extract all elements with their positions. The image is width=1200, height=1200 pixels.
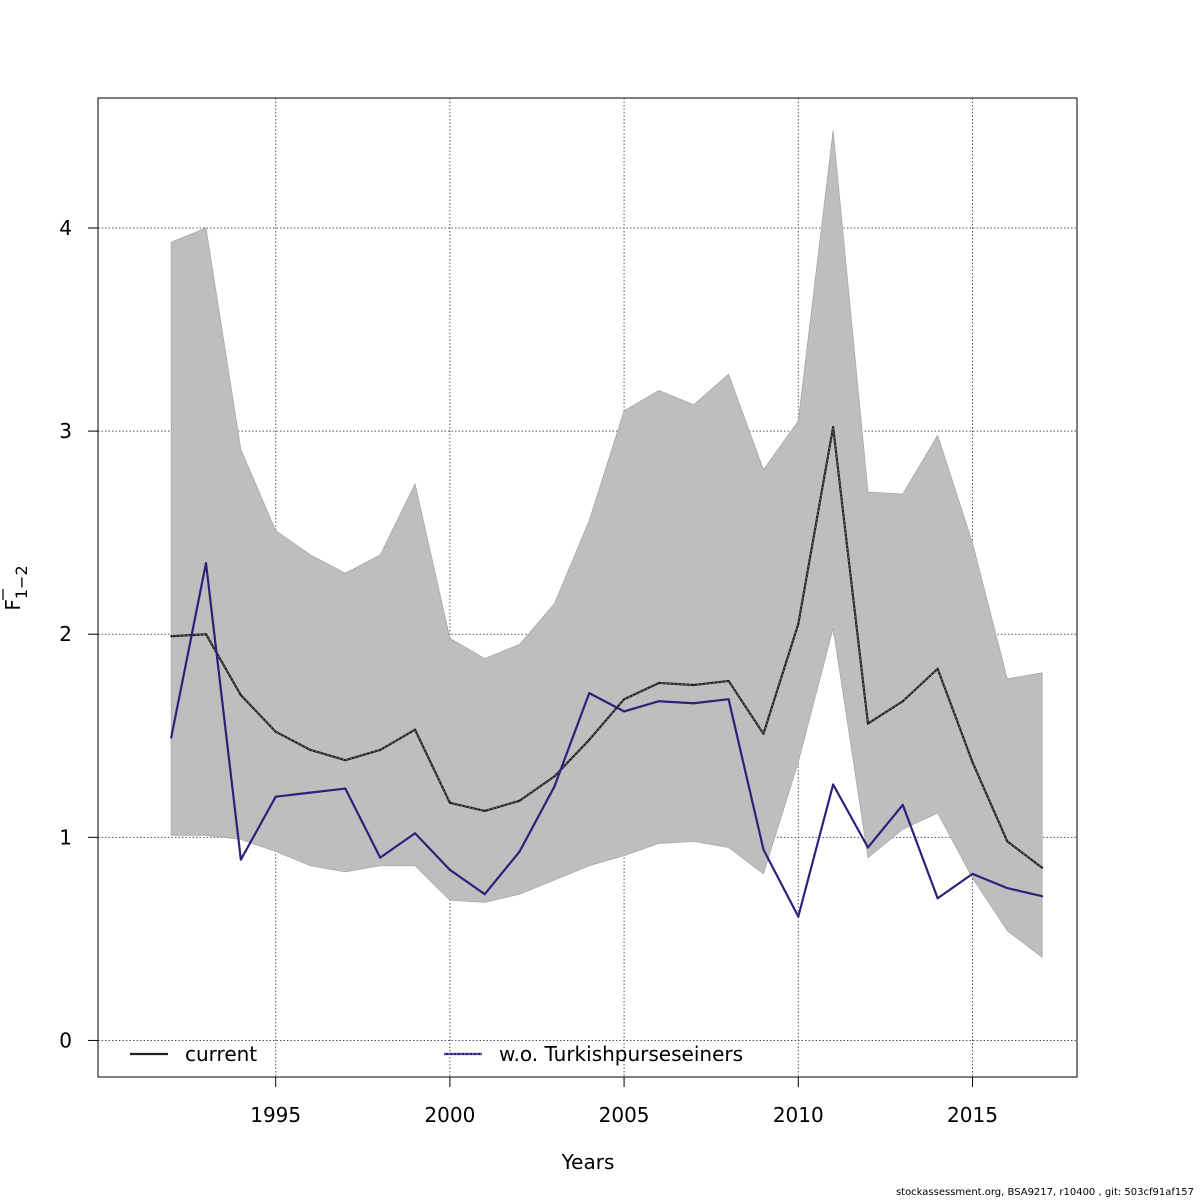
series-0-point	[727, 679, 730, 682]
x-tick-label: 2005	[599, 1103, 650, 1127]
series-1-point	[205, 562, 208, 565]
series-1-point	[309, 791, 312, 794]
series-0-point	[936, 667, 939, 670]
series-0-point	[379, 748, 382, 751]
series-1-point	[727, 698, 730, 701]
confidence-band-group	[170, 130, 1043, 958]
y-axis-title-main: F	[1, 599, 25, 611]
confidence-band	[170, 130, 1043, 958]
series-1-point	[1006, 887, 1009, 890]
series-0-point	[239, 694, 242, 697]
series-1-point	[901, 803, 904, 806]
series-1-point	[866, 846, 869, 849]
series-line-1	[170, 562, 1043, 918]
series-0-point	[448, 801, 451, 804]
x-tick-label: 2015	[947, 1103, 998, 1127]
footer-note: stockassessment.org, BSA9217, r10400 , g…	[895, 1187, 1194, 1198]
series-group	[170, 425, 1044, 918]
series-1-point	[483, 893, 486, 896]
series-0-point	[414, 728, 417, 731]
series-1-point	[971, 872, 974, 875]
series-0-point	[518, 799, 521, 802]
series-0-point	[553, 775, 556, 778]
series-0-point	[588, 738, 591, 741]
series-0-point	[901, 700, 904, 703]
series-0-point	[170, 635, 173, 638]
series-0-point	[762, 732, 765, 735]
series-1-point	[1041, 895, 1044, 898]
legend-label-1: w.o. Turkishpurseseiners	[499, 1042, 743, 1066]
series-1-point	[239, 858, 242, 861]
series-0-point	[797, 623, 800, 626]
series-1-point	[274, 795, 277, 798]
series-0-point	[623, 698, 626, 701]
series-1-point	[448, 868, 451, 871]
series-1-point	[379, 856, 382, 859]
x-tick-label: 1995	[250, 1103, 301, 1127]
series-1-point	[344, 787, 347, 790]
y-tick-label: 3	[59, 419, 72, 443]
series-0-point	[971, 761, 974, 764]
series-0-point	[657, 681, 660, 684]
series-0-point	[832, 426, 835, 429]
y-axis-title: F1−2	[1, 565, 31, 610]
y-tick-label: 0	[59, 1028, 72, 1052]
series-0-point	[274, 730, 277, 733]
x-tick-label: 2000	[424, 1103, 475, 1127]
series-0-point	[866, 722, 869, 725]
y-tick-label: 2	[59, 622, 72, 646]
series-line-0-dash	[171, 426, 1043, 869]
legend-label-0: current	[185, 1042, 257, 1066]
series-1-point	[692, 702, 695, 705]
series-1-point	[623, 710, 626, 713]
series-1-point	[657, 700, 660, 703]
series-1-point	[936, 897, 939, 900]
y-axis-title-subscript: 1−2	[12, 565, 31, 599]
series-0-point	[205, 633, 208, 636]
series-0-point	[692, 683, 695, 686]
axes: 1995 2000 2005 2010 2015 0 1 2 3 4	[59, 216, 998, 1127]
legend: current w.o. Turkishpurseseiners	[130, 1042, 743, 1066]
series-0-point	[1041, 866, 1044, 869]
series-0-point	[1006, 840, 1009, 843]
y-tick-label: 1	[59, 825, 72, 849]
x-axis-title: Years	[561, 1150, 615, 1174]
series-0-point	[344, 759, 347, 762]
series-1-point	[832, 783, 835, 786]
svg-text:F1−2: F1−2	[1, 565, 31, 610]
x-tick-label: 2010	[773, 1103, 824, 1127]
series-1-point	[762, 848, 765, 851]
plot-frame	[97, 97, 1078, 1078]
series-0-point	[309, 748, 312, 751]
y-tick-label: 4	[59, 216, 72, 240]
series-1-point	[797, 915, 800, 918]
series-0-point	[483, 809, 486, 812]
series-1-point	[553, 785, 556, 788]
series-1-point	[518, 850, 521, 853]
series-1-point	[588, 692, 591, 695]
series-1-point	[170, 736, 173, 739]
series-1-point	[414, 832, 417, 835]
